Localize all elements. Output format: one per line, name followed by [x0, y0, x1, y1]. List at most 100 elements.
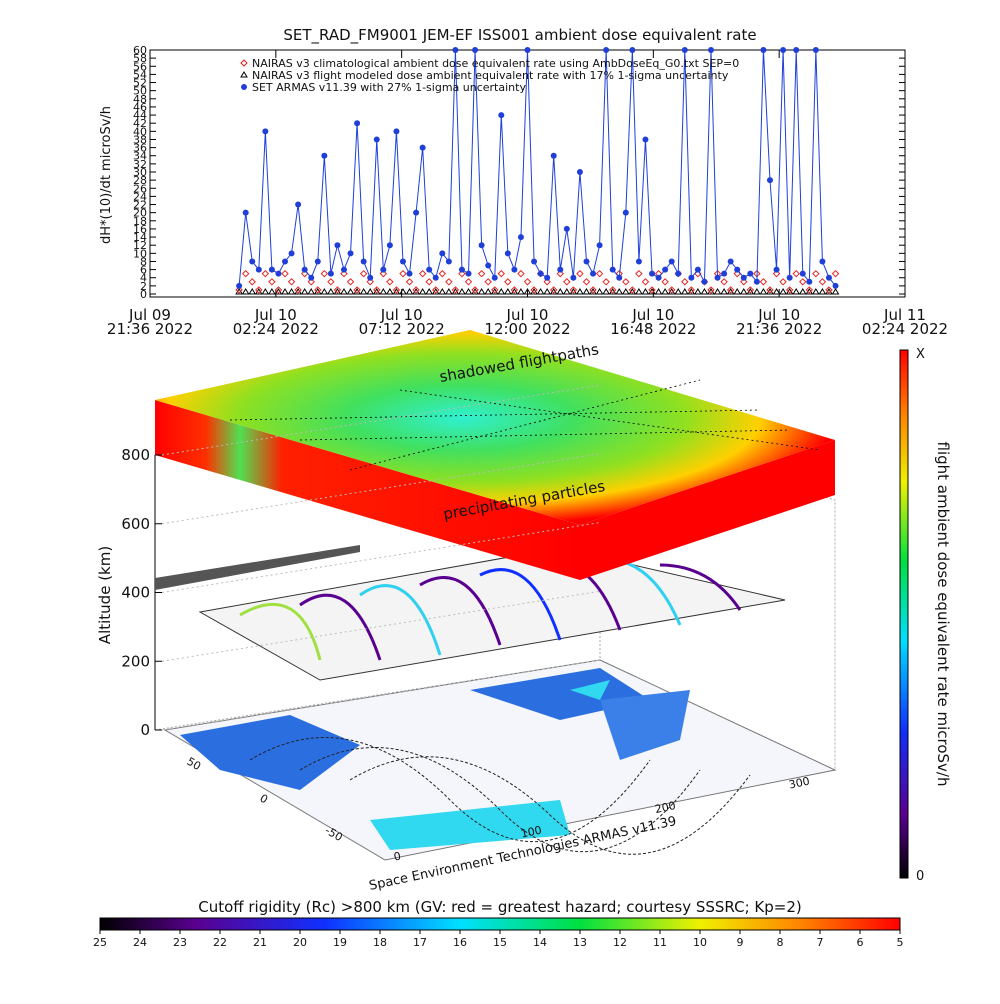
data-point	[635, 269, 643, 278]
colorbar-min: 0	[916, 869, 924, 884]
data-point	[680, 287, 689, 295]
data-point	[779, 287, 787, 295]
altitude-tick-label: 800	[121, 446, 150, 464]
data-point	[497, 287, 506, 295]
x-tick-label: 12:00 2022	[484, 320, 570, 338]
colorbar-tick-label: 23	[173, 936, 187, 949]
data-point	[274, 286, 283, 294]
data-point	[288, 250, 295, 257]
data-point	[439, 250, 446, 257]
x-tick-label: Jul 09	[128, 306, 171, 324]
data-point	[445, 278, 453, 286]
data-point	[379, 269, 388, 278]
data-point	[503, 287, 512, 295]
data-point	[812, 269, 820, 278]
x-tick-label: 21:36 2022	[736, 320, 822, 338]
data-point	[530, 286, 538, 294]
y-tick-label: 10	[133, 247, 147, 260]
data-point	[308, 274, 315, 281]
data-point	[425, 278, 433, 286]
data-point	[713, 287, 722, 295]
data-point	[595, 269, 604, 278]
data-point	[621, 287, 630, 295]
data-point	[649, 270, 656, 277]
data-point	[438, 269, 447, 278]
data-point	[346, 278, 355, 286]
data-point	[550, 152, 557, 159]
data-point	[385, 287, 394, 295]
data-point	[831, 269, 840, 278]
data-point	[675, 270, 682, 277]
colorbar-tick-label: 13	[573, 936, 587, 949]
data-point	[779, 278, 787, 286]
y-tick-label: 34	[133, 150, 147, 163]
data-point	[537, 270, 544, 277]
data-point	[674, 287, 683, 295]
data-point	[740, 274, 747, 281]
x-tick-label: Jul 10	[631, 306, 674, 324]
lat-tick-label: 0	[257, 792, 270, 807]
data-point	[556, 269, 564, 278]
data-point	[523, 287, 532, 295]
data-point	[333, 286, 342, 294]
data-point	[569, 286, 578, 294]
data-point	[392, 286, 401, 294]
y-tick-label: 4	[140, 272, 147, 285]
data-point	[275, 270, 282, 277]
data-point	[799, 270, 806, 277]
data-point	[825, 274, 832, 281]
lon-tick-label: 100	[520, 824, 543, 841]
data-point	[766, 286, 774, 294]
data-point	[300, 287, 309, 295]
data-point	[721, 270, 728, 277]
y-tick-label: 20	[133, 207, 147, 220]
data-point	[477, 269, 486, 278]
legend-entry: NAIRAS v3 climatological ambient dose eq…	[252, 57, 739, 70]
colorbar-tick-label: 15	[493, 936, 507, 949]
data-point	[786, 274, 793, 281]
y-tick-label: 16	[133, 223, 147, 236]
data-point	[603, 47, 610, 53]
shadow-band	[155, 545, 360, 590]
colorbar-tick-label: 11	[653, 936, 667, 949]
data-point	[484, 278, 492, 286]
data-point	[451, 286, 460, 294]
data-point	[667, 286, 676, 294]
data-point	[831, 287, 840, 295]
colorbar-tick-label: 20	[293, 936, 307, 949]
data-point	[248, 278, 256, 286]
x-tick-label: 07:12 2022	[359, 320, 445, 338]
data-point	[668, 258, 675, 265]
data-point	[654, 287, 663, 295]
data-point	[615, 287, 624, 295]
y-tick-label: 46	[133, 101, 147, 114]
x-tick-label: 16:48 2022	[610, 320, 696, 338]
x-tick-label: 02:24 2022	[233, 320, 319, 338]
colorbar-tick-label: 25	[93, 936, 107, 949]
y-tick-label: 36	[133, 142, 147, 155]
colorbar-tick-label: 9	[737, 936, 744, 949]
data-point	[720, 278, 728, 286]
data-point	[818, 287, 827, 295]
y-tick-label: 12	[133, 239, 147, 252]
grid-line	[161, 453, 601, 525]
data-point	[413, 209, 420, 216]
slab-top	[155, 330, 835, 525]
data-point	[314, 286, 322, 294]
data-point	[511, 266, 518, 273]
data-point	[287, 287, 296, 295]
colorbar-tick-label: 8	[777, 936, 784, 949]
data-point	[235, 286, 243, 294]
y-tick-label: 60	[133, 44, 147, 57]
data-point	[465, 270, 472, 277]
data-point	[419, 144, 426, 151]
lon-tick-label: 0	[392, 849, 402, 863]
land	[570, 680, 610, 700]
y-tick-label: 56	[133, 60, 147, 73]
grid-line	[161, 659, 601, 731]
data-point	[366, 287, 375, 295]
dose-colorbar	[899, 349, 909, 879]
data-point	[360, 258, 367, 265]
data-point	[287, 278, 296, 286]
data-point	[301, 266, 308, 273]
